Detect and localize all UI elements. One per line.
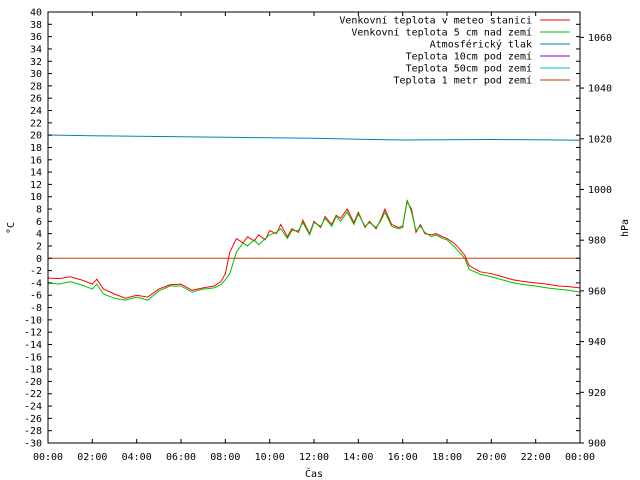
y-left-tick-label: -18 (24, 365, 42, 376)
y-left-tick-label: 32 (30, 57, 42, 68)
x-tick-label: 22:00 (521, 452, 551, 463)
x-tick-label: 18:00 (432, 452, 462, 463)
y-left-tick-label: 6 (36, 217, 42, 228)
x-axis-label: Čas (305, 467, 323, 480)
x-tick-label: 10:00 (255, 452, 285, 463)
legend-label-3: Teplota 10cm pod zemí (406, 51, 532, 63)
y-left-tick-label: -30 (24, 439, 42, 450)
y-right-tick-label: 940 (588, 337, 606, 348)
y-left-tick-label: 8 (36, 205, 42, 216)
legend: Venkovní teplota v meteo staniciVenkovní… (339, 15, 570, 87)
y-left-tick-label: -14 (24, 340, 42, 351)
y-left-tick-label: -24 (24, 402, 42, 413)
y-right-tick-label: 1000 (588, 185, 612, 196)
y-left-tick-label: 22 (30, 118, 42, 129)
y-axis-left-label: °C (6, 222, 17, 234)
x-tick-label: 14:00 (343, 452, 373, 463)
y-right-tick-label: 1040 (588, 84, 612, 95)
x-tick-label: 02:00 (77, 452, 107, 463)
series-layer (47, 134, 581, 301)
y-left-tick-label: 36 (30, 32, 42, 43)
x-axis: 00:00 02:00 04:00 06:00 08:00 10:00 12:00 14:00… (33, 12, 595, 463)
y-left-tick-label: -16 (24, 352, 42, 363)
y-left-tick-label: -12 (24, 328, 42, 339)
y-left-tick-label: 10 (30, 192, 42, 203)
y-axis-left: 4038363432302826242220181614121086420-2-… (24, 8, 580, 450)
y-left-tick-label: 20 (30, 131, 42, 142)
legend-label-2: Atmosférický tlak (430, 39, 532, 51)
x-tick-label: 12:00 (299, 452, 329, 463)
y-axis-right: 1060 1040 1020 1000 980 960 940 920 900 (580, 33, 612, 450)
x-tick-label: 16:00 (388, 452, 418, 463)
y-left-tick-label: -8 (30, 303, 42, 314)
y-left-tick-label: 18 (30, 143, 42, 154)
x-tick-label: 00:00 (565, 452, 595, 463)
x-tick-label: 20:00 (476, 452, 506, 463)
y-left-tick-label: -22 (24, 389, 42, 400)
y-left-tick-label: -2 (30, 266, 42, 277)
x-tick-label: 06:00 (166, 452, 196, 463)
y-left-tick-label: 2 (36, 241, 42, 252)
y-left-tick-label: 40 (30, 8, 42, 19)
series-line-1 (47, 199, 581, 301)
y-right-tick-label: 980 (588, 236, 606, 247)
y-left-tick-label: -10 (24, 315, 42, 326)
x-tick-label: 04:00 (122, 452, 152, 463)
x-tick-label: 08:00 (210, 452, 240, 463)
y-left-tick-label: 16 (30, 155, 42, 166)
y-left-tick-label: -26 (24, 414, 42, 425)
y-right-tick-label: 960 (588, 286, 606, 297)
y-axis-right-label: hPa (620, 219, 631, 237)
y-right-tick-label: 900 (588, 439, 606, 450)
x-tick-label: 00:00 (33, 452, 63, 463)
y-left-tick-label: 28 (30, 81, 42, 92)
y-left-tick-label: 30 (30, 69, 42, 80)
legend-label-4: Teplota 50cm pod zemí (406, 63, 532, 75)
y-left-tick-label: 38 (30, 20, 42, 31)
legend-label-1: Venkovní teplota 5 cm nad zemí (351, 27, 532, 39)
y-left-tick-label: 24 (30, 106, 42, 117)
y-left-tick-label: 14 (30, 168, 42, 179)
y-left-tick-label: 26 (30, 94, 42, 105)
series-line-2 (47, 134, 581, 141)
legend-label-0: Venkovní teplota v meteo stanici (339, 15, 532, 27)
legend-label-5: Teplota 1 metr pod zemí (394, 75, 532, 87)
y-left-tick-label: -20 (24, 377, 42, 388)
y-left-tick-label: 0 (36, 254, 42, 265)
y-left-tick-label: -6 (30, 291, 42, 302)
y-left-tick-label: 4 (36, 229, 42, 240)
y-left-tick-label: -28 (24, 426, 42, 437)
series-line-0 (47, 200, 581, 299)
y-right-tick-label: 920 (588, 388, 606, 399)
y-left-tick-label: 34 (30, 44, 42, 55)
y-left-tick-label: -4 (30, 278, 42, 289)
y-right-tick-label: 1060 (588, 33, 612, 44)
y-left-tick-label: 12 (30, 180, 42, 191)
y-right-tick-label: 1020 (588, 134, 612, 145)
